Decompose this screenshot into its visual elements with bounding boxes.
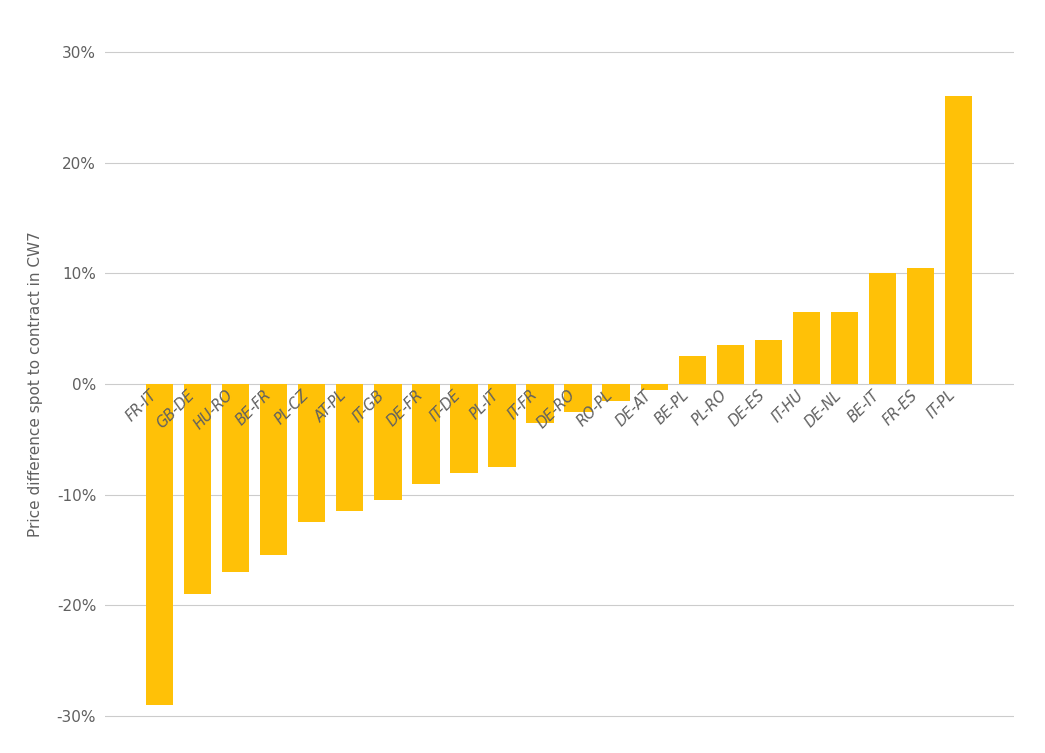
Bar [945, 96, 972, 384]
Text: DE-ES: DE-ES [726, 387, 768, 429]
Text: IT-PL: IT-PL [925, 387, 958, 422]
Text: DE-NL: DE-NL [803, 387, 844, 430]
Bar [412, 384, 440, 483]
Bar [564, 384, 591, 412]
Text: IT-GB: IT-GB [350, 387, 388, 425]
Text: IT-FR: IT-FR [505, 387, 540, 422]
Bar [222, 384, 250, 572]
Bar [678, 356, 706, 384]
Bar [603, 384, 630, 401]
Text: IT-HU: IT-HU [769, 387, 807, 425]
Bar [527, 384, 554, 422]
Text: PL-RO: PL-RO [690, 387, 730, 428]
Text: FR-IT: FR-IT [122, 387, 160, 424]
Bar [717, 346, 744, 384]
Text: PL-IT: PL-IT [467, 387, 502, 422]
Text: BE-PL: BE-PL [652, 387, 692, 427]
Bar [146, 384, 173, 705]
Text: IT-DE: IT-DE [427, 387, 464, 424]
Bar [374, 384, 401, 500]
Bar [298, 384, 325, 523]
Bar [488, 384, 515, 467]
Text: GB-DE: GB-DE [154, 387, 198, 431]
Text: DE-AT: DE-AT [612, 387, 654, 428]
Bar [450, 384, 478, 473]
Text: HU-RO: HU-RO [190, 387, 235, 432]
Text: DE-RO: DE-RO [534, 387, 578, 431]
Text: PL-CZ: PL-CZ [272, 387, 311, 427]
Text: BE-IT: BE-IT [845, 387, 883, 425]
Bar [641, 384, 668, 389]
Text: BE-FR: BE-FR [233, 387, 274, 428]
Bar [793, 312, 820, 384]
Bar [907, 268, 934, 384]
Text: RO-PL: RO-PL [575, 387, 617, 429]
Bar [831, 312, 858, 384]
Bar [184, 384, 211, 594]
Bar [754, 340, 782, 384]
Text: FR-ES: FR-ES [880, 387, 921, 428]
Bar [868, 273, 897, 384]
Bar [336, 384, 364, 511]
Text: DE-FR: DE-FR [384, 387, 426, 429]
Text: AT-PL: AT-PL [312, 387, 350, 425]
Bar [260, 384, 287, 556]
Y-axis label: Price difference spot to contract in CW7: Price difference spot to contract in CW7 [28, 231, 43, 537]
